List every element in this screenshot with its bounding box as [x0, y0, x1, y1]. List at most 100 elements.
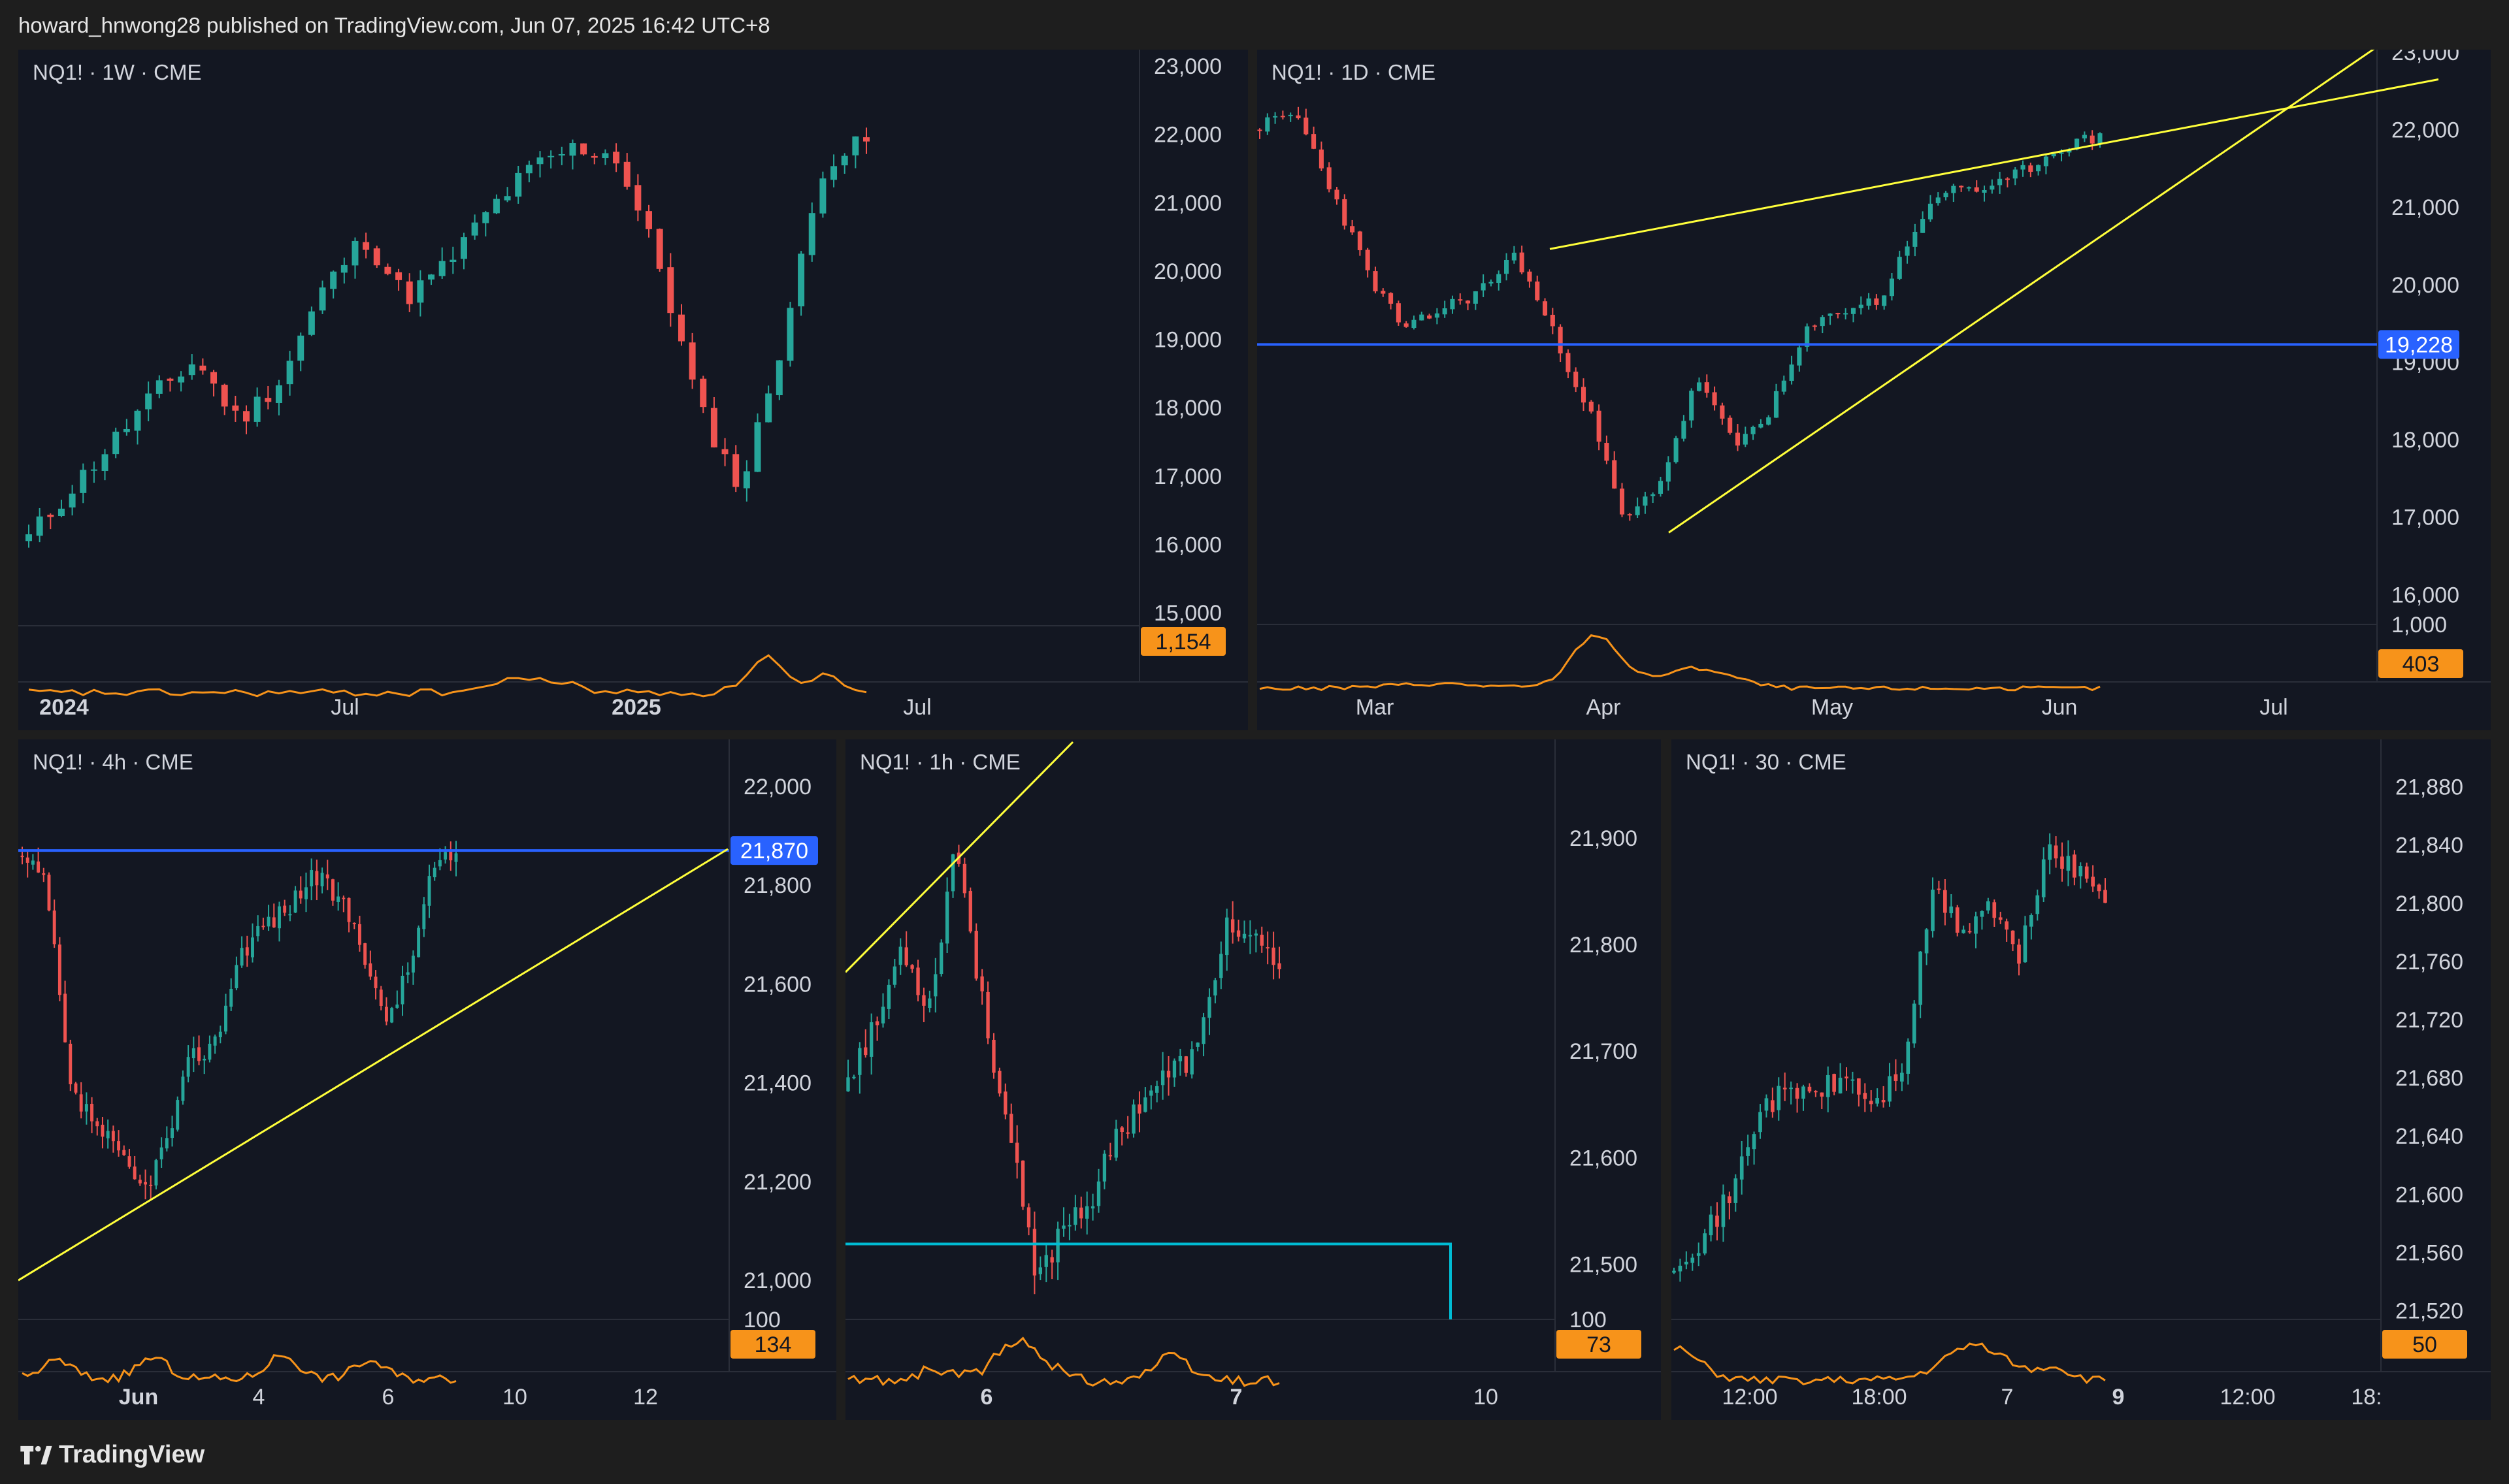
- candle: [384, 263, 391, 276]
- candle-body: [1138, 1104, 1141, 1114]
- candle: [438, 848, 442, 871]
- candle-body: [1365, 250, 1370, 270]
- candle-body: [1974, 916, 1978, 934]
- candle: [1820, 1092, 1824, 1109]
- candle-body: [63, 993, 67, 1042]
- volume-last-value-tag: 403: [2378, 649, 2463, 678]
- candle: [881, 993, 885, 1028]
- candle-body: [272, 917, 276, 928]
- candle: [1924, 928, 1929, 965]
- candle-body: [340, 265, 348, 273]
- price-tick: 22,000: [744, 775, 812, 799]
- tradingview-logo[interactable]: TradingView: [18, 1441, 205, 1469]
- candle-body: [916, 967, 920, 995]
- chart-panel-30m[interactable]: 21,880 21,840 21,800 21,760 21,720 21,680 21,6…: [1671, 739, 2491, 1420]
- candle: [1015, 1125, 1019, 1179]
- candle: [2091, 865, 2095, 892]
- candle: [689, 332, 696, 389]
- chart-panel-1h[interactable]: 21,900 21,800 21,700 21,600 21,500 6 7 10 100 73 …: [845, 739, 1661, 1420]
- chart-panel-daily[interactable]: 23,000 22,000 21,000 20,000 19,000 18,000 17,0…: [1257, 50, 2491, 730]
- candle: [1207, 988, 1211, 1035]
- time-tick: 9: [2112, 1385, 2125, 1410]
- candle: [1535, 275, 1540, 302]
- candle-body: [1720, 405, 1725, 419]
- candle: [1319, 141, 1324, 171]
- candle-body: [1581, 387, 1586, 403]
- candle-body: [1789, 364, 1794, 381]
- candle: [133, 1156, 137, 1180]
- candle: [1132, 1099, 1136, 1138]
- volume-last-value-tag-bg: [730, 1330, 815, 1359]
- candle: [1894, 1059, 1898, 1091]
- candle-body: [986, 992, 990, 1039]
- candle-body: [213, 1036, 217, 1046]
- chart-panel-4h[interactable]: 22,000 21,800 21,600 21,400 21,200 21,000 Jun 4…: [18, 739, 836, 1420]
- candle-body: [1172, 1060, 1177, 1078]
- candle: [841, 153, 848, 174]
- candle: [1178, 1048, 1183, 1076]
- candle: [283, 899, 287, 916]
- candle: [2005, 177, 2010, 187]
- candle-body: [1924, 929, 1929, 954]
- candle: [732, 445, 740, 492]
- tradingview-logo-icon: [20, 1445, 52, 1464]
- volume-line: [1259, 634, 2101, 692]
- candle: [165, 1126, 169, 1152]
- candle-body: [325, 874, 329, 879]
- time-tick: Jul: [2259, 695, 2288, 720]
- candle-body: [84, 1104, 88, 1112]
- candle-body: [808, 213, 815, 255]
- candle: [1604, 435, 1609, 464]
- candle: [199, 358, 206, 375]
- candle: [1581, 378, 1586, 411]
- candle-body: [210, 372, 218, 384]
- time-tick: 7: [2001, 1385, 2014, 1410]
- candle: [203, 1055, 206, 1074]
- candle: [373, 246, 380, 268]
- candle-body: [776, 360, 783, 396]
- candle-body: [852, 1076, 856, 1078]
- candle-body: [1709, 1214, 1713, 1236]
- candle-body: [1721, 1194, 1726, 1227]
- candle: [1172, 1058, 1177, 1087]
- candle-body: [743, 471, 750, 489]
- indicator-tick: 100: [1569, 1308, 1607, 1332]
- candle-body: [374, 976, 378, 988]
- chart-panel-weekly[interactable]: 23,000 22,000 21,000 20,000 19,000 18,000 17,0…: [18, 50, 1248, 730]
- candle: [1527, 269, 1532, 288]
- candle-body: [390, 1008, 394, 1023]
- candle-body: [42, 873, 46, 875]
- candle-body: [1155, 1086, 1159, 1093]
- candle-body: [454, 853, 458, 862]
- candle: [154, 1159, 158, 1189]
- candle: [1265, 113, 1270, 135]
- candle: [411, 950, 415, 985]
- candle-body: [319, 287, 326, 311]
- candle: [363, 233, 370, 259]
- candle-body: [1466, 300, 1471, 304]
- candle: [1743, 427, 1748, 447]
- candle: [1874, 294, 1879, 310]
- candle: [406, 962, 410, 984]
- candle: [1828, 313, 1833, 325]
- candle: [188, 354, 195, 380]
- candle: [2036, 164, 2041, 176]
- candle-body: [283, 905, 287, 913]
- candle: [2029, 913, 2033, 940]
- candle-body: [1357, 231, 1362, 251]
- candle: [1068, 1214, 1072, 1240]
- candle-body: [123, 428, 130, 432]
- candle-body: [240, 948, 244, 966]
- candle: [1248, 920, 1253, 954]
- candle-body: [1044, 1255, 1048, 1267]
- candle: [69, 485, 76, 516]
- candle-body: [165, 1138, 169, 1149]
- candle-body: [700, 378, 707, 408]
- candle-body: [1704, 382, 1709, 393]
- candle: [1143, 1087, 1147, 1113]
- candle-body: [229, 988, 233, 1007]
- candle-body: [1280, 116, 1285, 118]
- time-tick: 2025: [612, 695, 661, 720]
- candle: [261, 917, 265, 930]
- candle: [1411, 315, 1417, 330]
